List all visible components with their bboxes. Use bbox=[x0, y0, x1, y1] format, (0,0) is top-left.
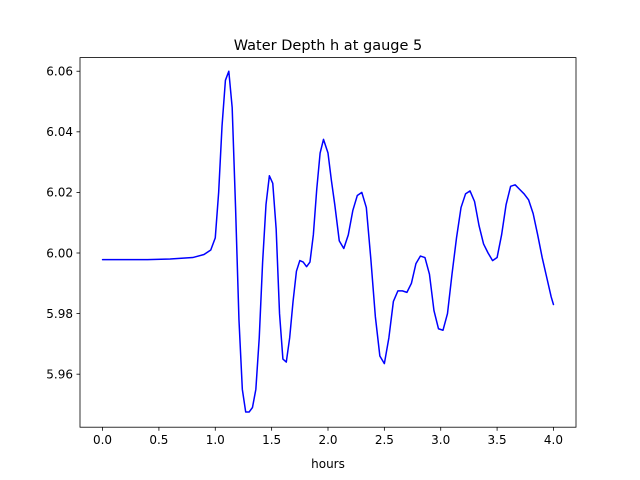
x-tick-label: 0.0 bbox=[93, 433, 112, 447]
y-tick-label: 6.02 bbox=[46, 186, 73, 200]
x-tick-label: 3.0 bbox=[431, 433, 450, 447]
x-tick-label: 1.5 bbox=[262, 433, 281, 447]
y-tick-label: 6.00 bbox=[46, 246, 73, 260]
y-tick-label: 5.96 bbox=[46, 367, 73, 381]
x-tick-label: 2.5 bbox=[375, 433, 394, 447]
y-tick-label: 6.06 bbox=[46, 65, 73, 79]
x-tick-label: 1.0 bbox=[206, 433, 225, 447]
x-axis-ticks: 0.0 0.5 1.0 1.5 2.0 2.5 3.0 3.5 4.0 bbox=[93, 427, 563, 447]
y-axis-ticks: 5.96 5.98 6.00 6.02 6.04 6.06 bbox=[46, 65, 80, 381]
y-tick-label: 6.04 bbox=[46, 125, 73, 139]
x-tick-label: 4.0 bbox=[544, 433, 563, 447]
y-tick-label: 5.98 bbox=[46, 307, 73, 321]
x-tick-label: 2.0 bbox=[318, 433, 337, 447]
x-tick-label: 0.5 bbox=[149, 433, 168, 447]
chart-title: Water Depth h at gauge 5 bbox=[234, 38, 422, 54]
series-line-0 bbox=[101, 70, 555, 413]
x-tick-label: 3.5 bbox=[488, 433, 507, 447]
x-axis-label: hours bbox=[311, 457, 345, 471]
